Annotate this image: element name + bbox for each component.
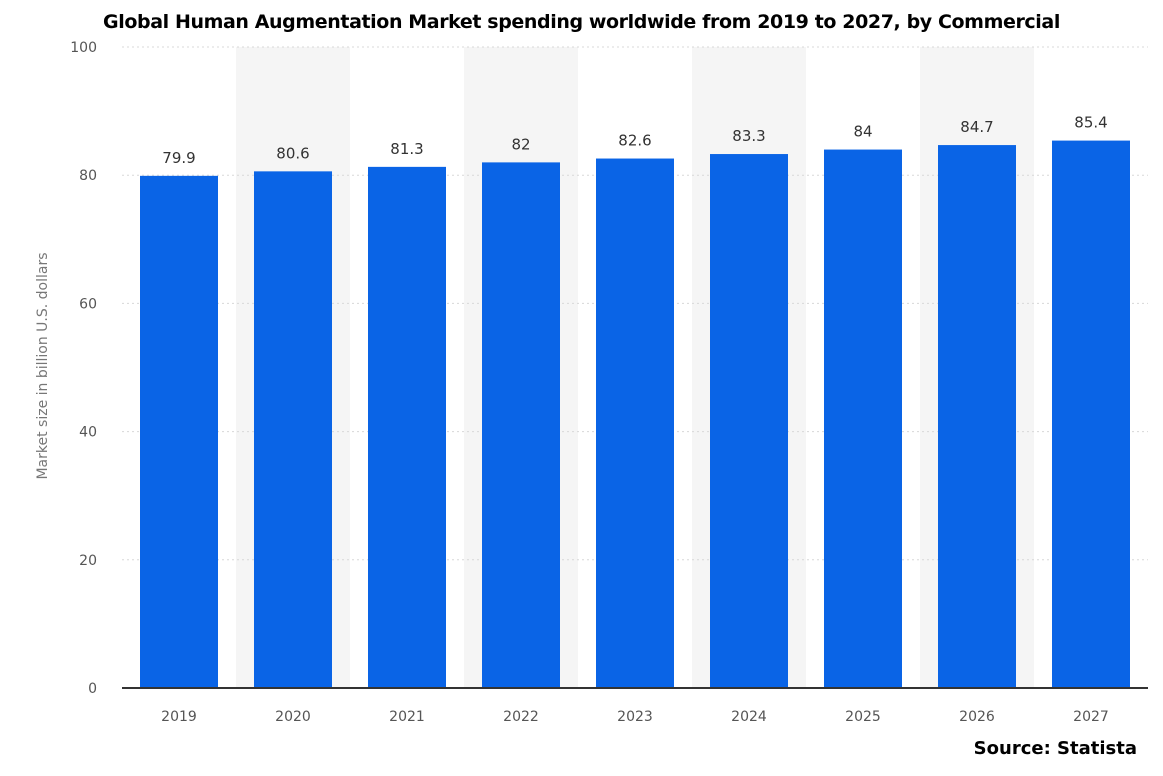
y-tick-label: 40 [79, 425, 97, 441]
x-tick-label: 2021 [389, 709, 425, 725]
x-tick-label: 2027 [1073, 709, 1109, 725]
data-label: 84 [853, 123, 872, 141]
x-tick-label: 2025 [845, 709, 881, 725]
bar [254, 171, 332, 688]
bar [710, 154, 788, 688]
y-axis-label: Market size in billion U.S. dollars [35, 252, 51, 479]
data-label: 85.4 [1074, 114, 1107, 132]
x-tick-label: 2020 [275, 709, 311, 725]
x-tick-label: 2023 [617, 709, 653, 725]
x-tick-label: 2024 [731, 709, 767, 725]
y-tick-label: 0 [88, 681, 97, 697]
y-axis-ticks: 0 20 40 60 80 100 [70, 40, 97, 697]
y-tick-label: 60 [79, 296, 97, 312]
source-note: Source: Statista [973, 738, 1137, 759]
data-label: 84.7 [960, 118, 993, 136]
bars [140, 140, 1130, 688]
bar [596, 158, 674, 688]
chart-title: Global Human Augmentation Market spendin… [103, 11, 1060, 33]
y-tick-label: 80 [79, 168, 97, 184]
x-tick-label: 2019 [161, 709, 197, 725]
x-tick-label: 2026 [959, 709, 995, 725]
x-tick-label: 2022 [503, 709, 539, 725]
data-labels: 79.9 80.6 81.3 82 82.6 83.3 84 84.7 85.4 [162, 114, 1107, 167]
bar [1052, 140, 1130, 688]
bar [140, 175, 218, 688]
y-tick-label: 20 [79, 553, 97, 569]
data-label: 80.6 [276, 144, 309, 162]
x-axis-ticks: 2019 2020 2021 2022 2023 2024 2025 2026 2027 [161, 709, 1109, 725]
data-label: 83.3 [732, 127, 765, 145]
bar [824, 149, 902, 688]
bar [368, 166, 446, 688]
bar [482, 162, 560, 688]
data-label: 79.9 [162, 149, 195, 167]
data-label: 82 [511, 135, 530, 153]
data-label: 81.3 [390, 140, 423, 158]
y-tick-label: 100 [70, 40, 97, 56]
bar [938, 145, 1016, 688]
data-label: 82.6 [618, 132, 651, 150]
